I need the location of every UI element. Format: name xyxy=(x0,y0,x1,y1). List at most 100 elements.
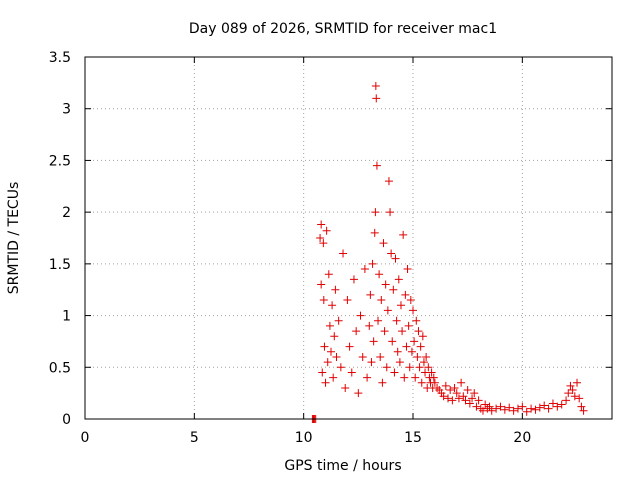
data-point xyxy=(513,404,522,413)
data-point xyxy=(463,386,472,395)
data-point xyxy=(319,296,328,305)
chart-title: Day 089 of 2026, SRMTID for receiver mac… xyxy=(189,21,497,37)
data-point xyxy=(548,399,557,408)
data-point xyxy=(371,81,380,90)
data-point xyxy=(416,342,425,351)
data-point xyxy=(406,296,415,305)
data-point xyxy=(383,306,392,315)
x-tick-label: 15 xyxy=(404,430,422,446)
data-point xyxy=(540,401,549,410)
data-point xyxy=(363,373,372,382)
data-point xyxy=(367,358,376,367)
data-point xyxy=(527,404,536,413)
data-point xyxy=(324,270,333,279)
data-point xyxy=(412,316,421,325)
data-point xyxy=(380,327,389,336)
data-point xyxy=(505,403,514,412)
data-point xyxy=(573,378,582,387)
data-point xyxy=(368,259,377,268)
data-point xyxy=(370,228,379,237)
data-point xyxy=(418,332,427,341)
data-point xyxy=(450,383,459,392)
data-point xyxy=(419,358,428,367)
data-point xyxy=(392,316,401,325)
data-point xyxy=(457,378,466,387)
data-point xyxy=(579,406,588,415)
data-point xyxy=(325,321,334,330)
data-point xyxy=(500,405,509,414)
data-point xyxy=(375,270,384,279)
data-point xyxy=(575,394,584,403)
data-point xyxy=(478,406,487,415)
data-point xyxy=(349,275,358,284)
data-point xyxy=(531,405,540,414)
data-point xyxy=(509,406,518,415)
data-point xyxy=(535,403,544,412)
data-point xyxy=(332,352,341,361)
data-point xyxy=(399,230,408,239)
data-point xyxy=(320,342,329,351)
data-point xyxy=(393,347,402,356)
data-point xyxy=(329,373,338,382)
data-point xyxy=(365,321,374,330)
y-tick-label: 3.5 xyxy=(49,50,71,66)
data-point xyxy=(404,321,413,330)
data-point xyxy=(374,316,383,325)
data-point xyxy=(483,404,492,413)
data-point xyxy=(487,406,496,415)
data-point xyxy=(394,275,403,284)
data-point xyxy=(371,208,380,217)
data-point xyxy=(407,347,416,356)
data-point xyxy=(566,381,575,390)
data-point xyxy=(439,392,448,401)
data-point xyxy=(433,383,442,392)
data-point xyxy=(570,392,579,401)
y-tick-label: 2.5 xyxy=(49,153,71,169)
data-point xyxy=(452,389,461,398)
data-point xyxy=(376,352,385,361)
data-point xyxy=(544,404,553,413)
data-point xyxy=(377,296,386,305)
data-point xyxy=(369,337,378,346)
data-point xyxy=(485,402,494,411)
data-point xyxy=(562,396,571,405)
x-tick-labels: 0 5 10 15 20 xyxy=(81,430,532,446)
data-point xyxy=(398,327,407,336)
y-tick-label: 0 xyxy=(62,412,71,428)
data-point xyxy=(336,363,345,372)
data-point xyxy=(388,337,397,346)
data-point xyxy=(366,290,375,299)
data-point xyxy=(518,402,527,411)
data-point xyxy=(331,285,340,294)
data-point xyxy=(400,373,409,382)
data-point xyxy=(553,402,562,411)
data-point xyxy=(568,386,577,395)
data-point xyxy=(343,296,352,305)
data-point xyxy=(468,394,477,403)
data-point xyxy=(339,249,348,258)
data-point xyxy=(441,381,450,390)
data-point xyxy=(427,368,436,377)
data-point xyxy=(319,239,328,248)
grid xyxy=(84,56,612,420)
data-point xyxy=(429,373,438,382)
data-point xyxy=(381,280,390,289)
data-point xyxy=(327,347,336,356)
x-tick-label: 5 xyxy=(190,430,199,446)
data-point xyxy=(564,389,573,398)
data-point xyxy=(413,352,422,361)
data-point xyxy=(459,392,468,401)
data-point xyxy=(372,161,381,170)
data-point xyxy=(465,399,474,408)
data-point xyxy=(401,290,410,299)
y-axis-label: SRMTID / TECUs xyxy=(6,182,22,295)
data-point xyxy=(470,389,479,398)
data-point xyxy=(316,234,325,242)
data-point xyxy=(496,402,505,411)
data-point xyxy=(492,404,501,413)
data-point xyxy=(472,402,481,411)
data-point xyxy=(341,383,350,392)
data-point xyxy=(414,327,423,336)
data-point xyxy=(384,177,393,186)
